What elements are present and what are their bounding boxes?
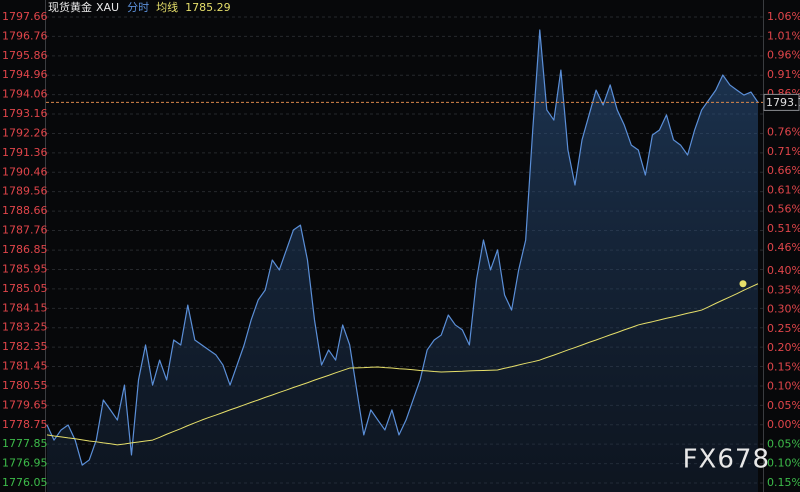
y2-tick-label: 0.05% xyxy=(767,437,800,450)
y-tick-label: 1795.86 xyxy=(2,49,48,62)
header: 现货黄金 XAU 分时 均线 1785.29 xyxy=(48,0,231,14)
y-tick-label: 1776.95 xyxy=(2,457,48,470)
y-tick-label: 1777.85 xyxy=(2,437,48,450)
y2-tick-label: 0.51% xyxy=(767,222,800,235)
y-tick-label: 1796.76 xyxy=(2,29,48,42)
price-tag: 1793.7 xyxy=(766,96,800,109)
y-tick-label: 1783.25 xyxy=(2,321,48,334)
y2-tick-label: 0.15% xyxy=(767,476,800,489)
y-tick-label: 1797.66 xyxy=(2,10,48,23)
y-tick-label: 1790.46 xyxy=(2,165,48,178)
price-tag-box xyxy=(763,93,800,111)
y2-tick-label: 0.35% xyxy=(767,283,800,296)
y-tick-label: 1792.26 xyxy=(2,126,48,139)
y2-tick-label: 0.05% xyxy=(767,399,800,412)
price-line xyxy=(46,29,759,466)
y-tick-label: 1780.55 xyxy=(2,379,48,392)
symbol: XAU xyxy=(96,1,119,14)
avg-dot xyxy=(739,280,747,288)
y2-tick-label: 0.71% xyxy=(767,145,800,158)
avg-value: 1785.29 xyxy=(185,1,231,14)
y-tick-label: 1793.16 xyxy=(2,107,48,120)
y2-tick-label: 0.15% xyxy=(767,360,800,373)
y-tick-label: 1776.05 xyxy=(2,476,48,489)
y2-tick-label: 0.61% xyxy=(767,183,800,196)
y-tick-label: 1787.76 xyxy=(2,223,48,236)
y2-tick-label: 0.56% xyxy=(767,203,800,216)
y-tick-label: 1794.96 xyxy=(2,68,48,81)
y2-tick-label: 0.66% xyxy=(767,164,800,177)
plot xyxy=(46,29,763,492)
legend-entry: 均线 xyxy=(156,0,178,14)
y-tick-label: 1778.75 xyxy=(2,418,48,431)
y-tick-label: 1786.85 xyxy=(2,243,48,256)
axes: 1797.66 1796.76 1795.86 1794.96 1794.06 1793.… xyxy=(2,10,800,489)
y2-tick-label: 0.00% xyxy=(767,418,800,431)
y-tick-label: 1782.35 xyxy=(2,340,48,353)
y2-tick-label: 0.10% xyxy=(767,457,800,470)
watermark: FX678 xyxy=(683,445,770,475)
y-tick-label: 1784.15 xyxy=(2,301,48,314)
y-tick-label: 1785.95 xyxy=(2,263,48,276)
y-tick-label: 1779.65 xyxy=(2,398,48,411)
y2-tick-label: 0.10% xyxy=(767,380,800,393)
title: 现货黄金 xyxy=(48,0,92,14)
y2-tick-label: 0.25% xyxy=(767,322,800,335)
y2-tick-label: 0.76% xyxy=(767,126,800,139)
y-tick-label: 1785.05 xyxy=(2,282,48,295)
y2-tick-label: 0.46% xyxy=(767,241,800,254)
y-tick-label: 1794.06 xyxy=(2,88,48,101)
y2-tick-label: 0.40% xyxy=(767,264,800,277)
y-tick-label: 1788.66 xyxy=(2,204,48,217)
y2-tick-label: 0.96% xyxy=(767,49,800,62)
legend-entry: 分时 xyxy=(127,1,149,14)
y-tick-label: 1791.36 xyxy=(2,146,48,159)
price-area xyxy=(47,29,758,492)
y2-tick-label: 1.01% xyxy=(767,29,800,42)
avg-line xyxy=(46,283,759,446)
y2-tick-label: 0.30% xyxy=(767,303,800,316)
y2-tick-label: 0.91% xyxy=(767,68,800,81)
y-tick-label: 1789.56 xyxy=(2,185,48,198)
y2-tick-label: 1.06% xyxy=(767,10,800,23)
y-tick-label: 1781.45 xyxy=(2,360,48,373)
y2-tick-label: 0.20% xyxy=(767,341,800,354)
